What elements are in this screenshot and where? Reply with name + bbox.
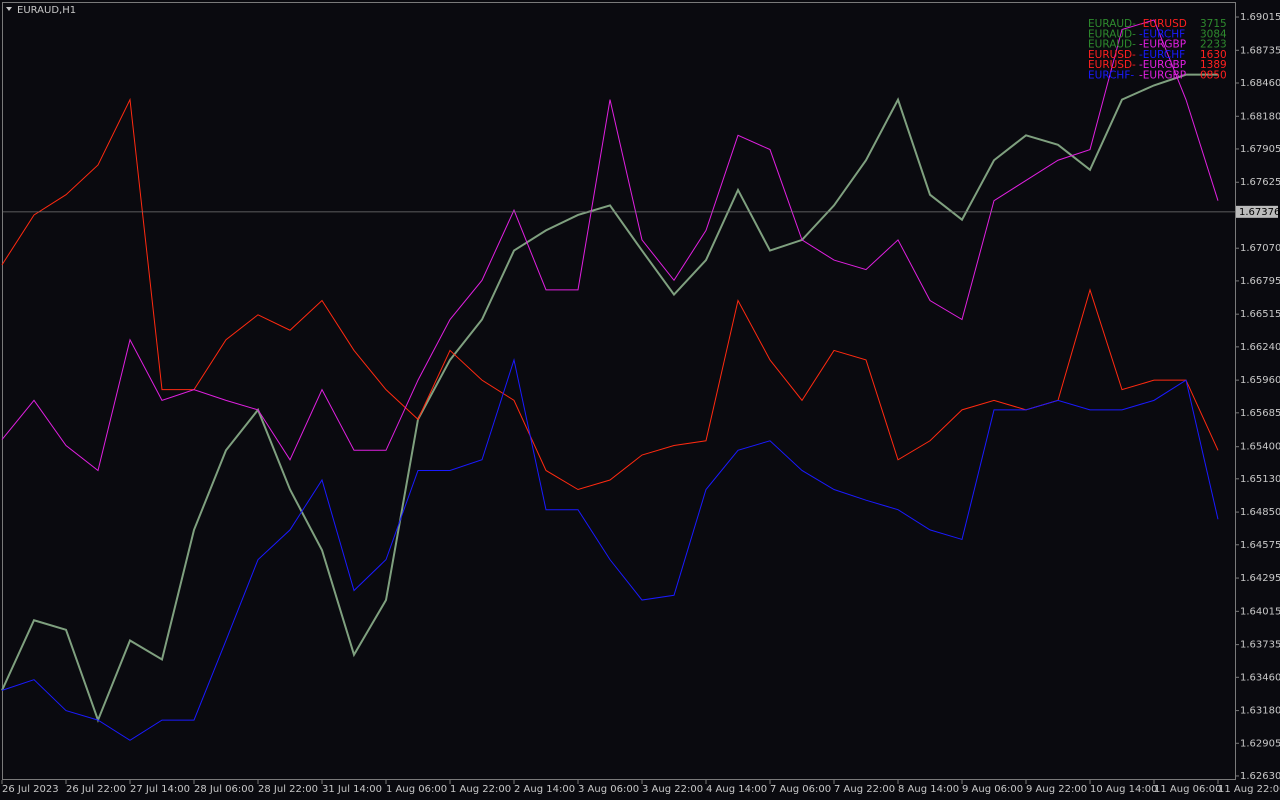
plot-frame [2, 2, 1236, 780]
overlay-cell: -EURUSD [1139, 18, 1187, 30]
overlay-cell: 1389 [1200, 59, 1227, 71]
overlay-cell: EURUSD- [1088, 59, 1136, 71]
overlay-cell: EURCHF- [1088, 70, 1134, 82]
y-tick-label: 1.64575 [1240, 540, 1280, 551]
overlay-cell: EURAUD- [1088, 18, 1136, 30]
overlay-cell: EURAUD- [1088, 28, 1136, 40]
overlay-cell: -EURGBP [1139, 70, 1186, 82]
x-tick-label: 9 Aug 06:00 [962, 784, 1023, 795]
y-tick-label: 1.65685 [1240, 408, 1280, 419]
y-tick-label: 1.64850 [1240, 507, 1280, 518]
x-tick-label: 4 Aug 14:00 [706, 784, 767, 795]
y-tick-label: 1.68735 [1240, 45, 1280, 56]
y-tick-label: 1.63460 [1240, 672, 1280, 683]
overlay-cell: -EURCHF [1139, 28, 1185, 40]
series-line [1, 358, 1219, 741]
x-tick-label: 28 Jul 06:00 [194, 784, 254, 795]
x-tick-label: 2 Aug 14:00 [514, 784, 575, 795]
y-tick-label: 1.62630 [1240, 771, 1280, 782]
y-tick-label: 1.68180 [1240, 111, 1280, 122]
series-line [1, 97, 1219, 491]
series-line [1, 73, 1218, 723]
overlay-cell: EURAUD- [1088, 39, 1136, 51]
x-tick-label: 7 Aug 22:00 [834, 784, 895, 795]
x-tick-label: 1 Aug 06:00 [386, 784, 447, 795]
y-tick-label: 1.62905 [1240, 738, 1280, 749]
x-tick-label: 11 Aug 06:00 [1154, 784, 1221, 795]
x-tick-label: 3 Aug 22:00 [642, 784, 703, 795]
x-tick-label: 31 Jul 14:00 [322, 784, 382, 795]
overlay-cell: -EURGBP [1139, 59, 1186, 71]
y-tick-label: 1.64295 [1240, 573, 1280, 584]
y-tick-label: 1.66795 [1240, 276, 1280, 287]
x-tick-label: 1 Aug 22:00 [450, 784, 511, 795]
y-tick-label: 1.69015 [1240, 12, 1280, 23]
chart-title: EURAUD,H1 [17, 5, 76, 16]
x-tick-label: 28 Jul 22:00 [258, 784, 318, 795]
x-tick-label: 27 Jul 14:00 [130, 784, 190, 795]
y-tick-label: 1.63180 [1240, 706, 1280, 717]
y-tick-label: 1.68460 [1240, 78, 1280, 89]
y-tick-label: 1.67625 [1240, 177, 1280, 188]
x-tick-label: 26 Jul 2023 [2, 784, 59, 795]
overlay-cell: 1630 [1200, 49, 1227, 61]
overlay-cell: 2233 [1200, 39, 1227, 51]
x-tick-label: 9 Aug 22:00 [1026, 784, 1087, 795]
x-tick-label: 7 Aug 06:00 [770, 784, 831, 795]
overlay-cell: EURUSD- [1088, 49, 1136, 61]
y-tick-label: 1.63735 [1240, 640, 1280, 651]
x-tick-label: 26 Jul 22:00 [66, 784, 126, 795]
menu-triangle[interactable] [6, 7, 12, 11]
overlay-cell: 3084 [1200, 28, 1227, 40]
current-price-box [1236, 205, 1278, 218]
y-tick-label: 1.67070 [1240, 243, 1280, 254]
series-line [1, 19, 1219, 472]
x-tick-label: 3 Aug 06:00 [578, 784, 639, 795]
y-tick-label: 1.65400 [1240, 442, 1280, 453]
overlay-cell: 3715 [1200, 18, 1227, 30]
x-tick-label: 8 Aug 14:00 [898, 784, 959, 795]
x-tick-label: 10 Aug 14:00 [1090, 784, 1157, 795]
y-tick-label: 1.65130 [1240, 474, 1280, 485]
overlay-cell: -EURGBP [1139, 39, 1186, 51]
x-tick-label: 11 Aug 22:00 [1218, 784, 1280, 795]
overlay-cell: 0850 [1200, 70, 1227, 82]
y-tick-label: 1.67905 [1240, 144, 1280, 155]
current-price-label: 1.67376 [1239, 207, 1280, 218]
overlay-cell: -EURCHF [1139, 49, 1185, 61]
y-tick-label: 1.66515 [1240, 309, 1280, 320]
y-tick-label: 1.65960 [1240, 375, 1280, 386]
y-tick-label: 1.66240 [1240, 342, 1280, 353]
y-tick-label: 1.64015 [1240, 606, 1280, 617]
